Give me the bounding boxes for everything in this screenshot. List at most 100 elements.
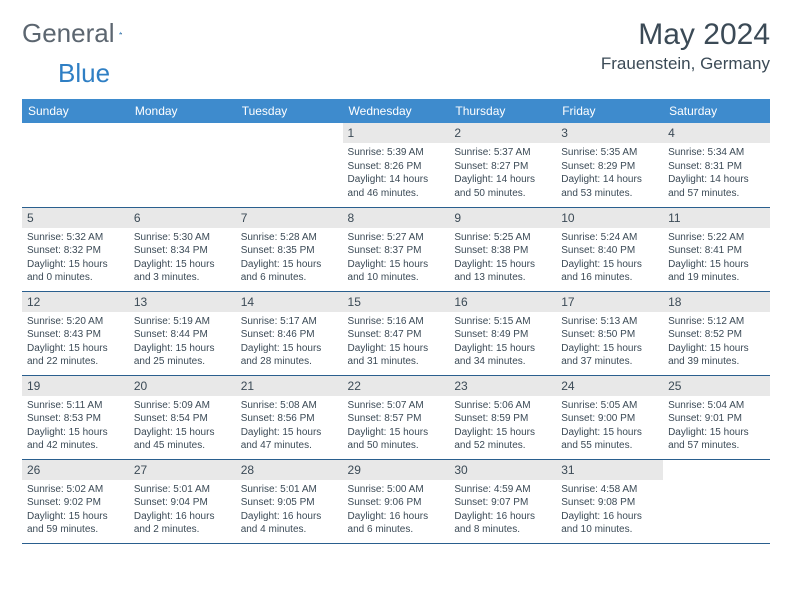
day-details: Sunrise: 5:19 AMSunset: 8:44 PMDaylight:… bbox=[129, 312, 236, 374]
day-number: 1 bbox=[343, 123, 450, 143]
day-header: Saturday bbox=[663, 99, 770, 123]
calendar-day: 10Sunrise: 5:24 AMSunset: 8:40 PMDayligh… bbox=[556, 207, 663, 291]
day-details: Sunrise: 5:24 AMSunset: 8:40 PMDaylight:… bbox=[556, 228, 663, 290]
day-number: 16 bbox=[449, 292, 556, 312]
calendar-day bbox=[663, 459, 770, 543]
day-number: 25 bbox=[663, 376, 770, 396]
day-number: 31 bbox=[556, 460, 663, 480]
calendar-day: 2Sunrise: 5:37 AMSunset: 8:27 PMDaylight… bbox=[449, 123, 556, 207]
day-details: Sunrise: 5:32 AMSunset: 8:32 PMDaylight:… bbox=[22, 228, 129, 290]
calendar-week: 12Sunrise: 5:20 AMSunset: 8:43 PMDayligh… bbox=[22, 291, 770, 375]
calendar-day: 11Sunrise: 5:22 AMSunset: 8:41 PMDayligh… bbox=[663, 207, 770, 291]
calendar-body: 1Sunrise: 5:39 AMSunset: 8:26 PMDaylight… bbox=[22, 123, 770, 543]
day-details: Sunrise: 5:01 AMSunset: 9:04 PMDaylight:… bbox=[129, 480, 236, 542]
calendar-day: 6Sunrise: 5:30 AMSunset: 8:34 PMDaylight… bbox=[129, 207, 236, 291]
day-header: Thursday bbox=[449, 99, 556, 123]
day-details: Sunrise: 5:17 AMSunset: 8:46 PMDaylight:… bbox=[236, 312, 343, 374]
day-number: 2 bbox=[449, 123, 556, 143]
calendar-day: 24Sunrise: 5:05 AMSunset: 9:00 PMDayligh… bbox=[556, 375, 663, 459]
calendar-day: 3Sunrise: 5:35 AMSunset: 8:29 PMDaylight… bbox=[556, 123, 663, 207]
day-header: Wednesday bbox=[343, 99, 450, 123]
calendar-day: 30Sunrise: 4:59 AMSunset: 9:07 PMDayligh… bbox=[449, 459, 556, 543]
calendar-week: 19Sunrise: 5:11 AMSunset: 8:53 PMDayligh… bbox=[22, 375, 770, 459]
calendar-day bbox=[129, 123, 236, 207]
day-details: Sunrise: 5:28 AMSunset: 8:35 PMDaylight:… bbox=[236, 228, 343, 290]
day-details: Sunrise: 5:25 AMSunset: 8:38 PMDaylight:… bbox=[449, 228, 556, 290]
calendar-day: 13Sunrise: 5:19 AMSunset: 8:44 PMDayligh… bbox=[129, 291, 236, 375]
day-number: 21 bbox=[236, 376, 343, 396]
calendar-week: 5Sunrise: 5:32 AMSunset: 8:32 PMDaylight… bbox=[22, 207, 770, 291]
day-details: Sunrise: 5:00 AMSunset: 9:06 PMDaylight:… bbox=[343, 480, 450, 542]
day-number: 12 bbox=[22, 292, 129, 312]
day-number: 6 bbox=[129, 208, 236, 228]
day-number: 30 bbox=[449, 460, 556, 480]
day-details: Sunrise: 5:20 AMSunset: 8:43 PMDaylight:… bbox=[22, 312, 129, 374]
day-details: Sunrise: 5:39 AMSunset: 8:26 PMDaylight:… bbox=[343, 143, 450, 205]
day-number: 24 bbox=[556, 376, 663, 396]
title-block: May 2024 Frauenstein, Germany bbox=[601, 18, 770, 74]
calendar-day: 4Sunrise: 5:34 AMSunset: 8:31 PMDaylight… bbox=[663, 123, 770, 207]
logo-sail-icon bbox=[119, 24, 122, 42]
calendar-day: 9Sunrise: 5:25 AMSunset: 8:38 PMDaylight… bbox=[449, 207, 556, 291]
day-number: 22 bbox=[343, 376, 450, 396]
calendar-head: SundayMondayTuesdayWednesdayThursdayFrid… bbox=[22, 99, 770, 123]
calendar-day: 18Sunrise: 5:12 AMSunset: 8:52 PMDayligh… bbox=[663, 291, 770, 375]
day-header: Monday bbox=[129, 99, 236, 123]
calendar-day: 25Sunrise: 5:04 AMSunset: 9:01 PMDayligh… bbox=[663, 375, 770, 459]
logo: General bbox=[22, 18, 141, 49]
day-number: 4 bbox=[663, 123, 770, 143]
calendar-day: 5Sunrise: 5:32 AMSunset: 8:32 PMDaylight… bbox=[22, 207, 129, 291]
calendar-day: 17Sunrise: 5:13 AMSunset: 8:50 PMDayligh… bbox=[556, 291, 663, 375]
day-number: 26 bbox=[22, 460, 129, 480]
day-number: 20 bbox=[129, 376, 236, 396]
day-number: 8 bbox=[343, 208, 450, 228]
day-number: 11 bbox=[663, 208, 770, 228]
day-number: 9 bbox=[449, 208, 556, 228]
day-details: Sunrise: 5:06 AMSunset: 8:59 PMDaylight:… bbox=[449, 396, 556, 458]
day-number: 29 bbox=[343, 460, 450, 480]
calendar-day: 21Sunrise: 5:08 AMSunset: 8:56 PMDayligh… bbox=[236, 375, 343, 459]
calendar-day: 20Sunrise: 5:09 AMSunset: 8:54 PMDayligh… bbox=[129, 375, 236, 459]
calendar-week: 26Sunrise: 5:02 AMSunset: 9:02 PMDayligh… bbox=[22, 459, 770, 543]
day-number: 23 bbox=[449, 376, 556, 396]
day-number: 10 bbox=[556, 208, 663, 228]
calendar-day: 19Sunrise: 5:11 AMSunset: 8:53 PMDayligh… bbox=[22, 375, 129, 459]
calendar-day: 16Sunrise: 5:15 AMSunset: 8:49 PMDayligh… bbox=[449, 291, 556, 375]
day-details: Sunrise: 5:12 AMSunset: 8:52 PMDaylight:… bbox=[663, 312, 770, 374]
day-details: Sunrise: 5:13 AMSunset: 8:50 PMDaylight:… bbox=[556, 312, 663, 374]
day-header: Friday bbox=[556, 99, 663, 123]
day-details: Sunrise: 5:35 AMSunset: 8:29 PMDaylight:… bbox=[556, 143, 663, 205]
calendar-day: 1Sunrise: 5:39 AMSunset: 8:26 PMDaylight… bbox=[343, 123, 450, 207]
calendar-day: 7Sunrise: 5:28 AMSunset: 8:35 PMDaylight… bbox=[236, 207, 343, 291]
calendar-day: 14Sunrise: 5:17 AMSunset: 8:46 PMDayligh… bbox=[236, 291, 343, 375]
day-number: 3 bbox=[556, 123, 663, 143]
day-number: 27 bbox=[129, 460, 236, 480]
day-number: 7 bbox=[236, 208, 343, 228]
day-details: Sunrise: 4:59 AMSunset: 9:07 PMDaylight:… bbox=[449, 480, 556, 542]
day-number: 13 bbox=[129, 292, 236, 312]
day-details: Sunrise: 5:04 AMSunset: 9:01 PMDaylight:… bbox=[663, 396, 770, 458]
day-details: Sunrise: 5:02 AMSunset: 9:02 PMDaylight:… bbox=[22, 480, 129, 542]
calendar-day: 8Sunrise: 5:27 AMSunset: 8:37 PMDaylight… bbox=[343, 207, 450, 291]
logo-text-blue: Blue bbox=[58, 58, 110, 89]
calendar-day: 27Sunrise: 5:01 AMSunset: 9:04 PMDayligh… bbox=[129, 459, 236, 543]
day-details: Sunrise: 5:15 AMSunset: 8:49 PMDaylight:… bbox=[449, 312, 556, 374]
calendar-week: 1Sunrise: 5:39 AMSunset: 8:26 PMDaylight… bbox=[22, 123, 770, 207]
logo-text-general: General bbox=[22, 18, 115, 49]
day-details: Sunrise: 5:08 AMSunset: 8:56 PMDaylight:… bbox=[236, 396, 343, 458]
day-number: 17 bbox=[556, 292, 663, 312]
day-details: Sunrise: 5:27 AMSunset: 8:37 PMDaylight:… bbox=[343, 228, 450, 290]
calendar-day: 12Sunrise: 5:20 AMSunset: 8:43 PMDayligh… bbox=[22, 291, 129, 375]
day-details: Sunrise: 5:22 AMSunset: 8:41 PMDaylight:… bbox=[663, 228, 770, 290]
calendar-day: 15Sunrise: 5:16 AMSunset: 8:47 PMDayligh… bbox=[343, 291, 450, 375]
day-number: 5 bbox=[22, 208, 129, 228]
day-details: Sunrise: 5:11 AMSunset: 8:53 PMDaylight:… bbox=[22, 396, 129, 458]
day-number: 18 bbox=[663, 292, 770, 312]
day-number: 28 bbox=[236, 460, 343, 480]
calendar-day: 22Sunrise: 5:07 AMSunset: 8:57 PMDayligh… bbox=[343, 375, 450, 459]
calendar-day: 26Sunrise: 5:02 AMSunset: 9:02 PMDayligh… bbox=[22, 459, 129, 543]
calendar-day: 23Sunrise: 5:06 AMSunset: 8:59 PMDayligh… bbox=[449, 375, 556, 459]
location: Frauenstein, Germany bbox=[601, 54, 770, 74]
month-title: May 2024 bbox=[601, 18, 770, 52]
day-header: Tuesday bbox=[236, 99, 343, 123]
